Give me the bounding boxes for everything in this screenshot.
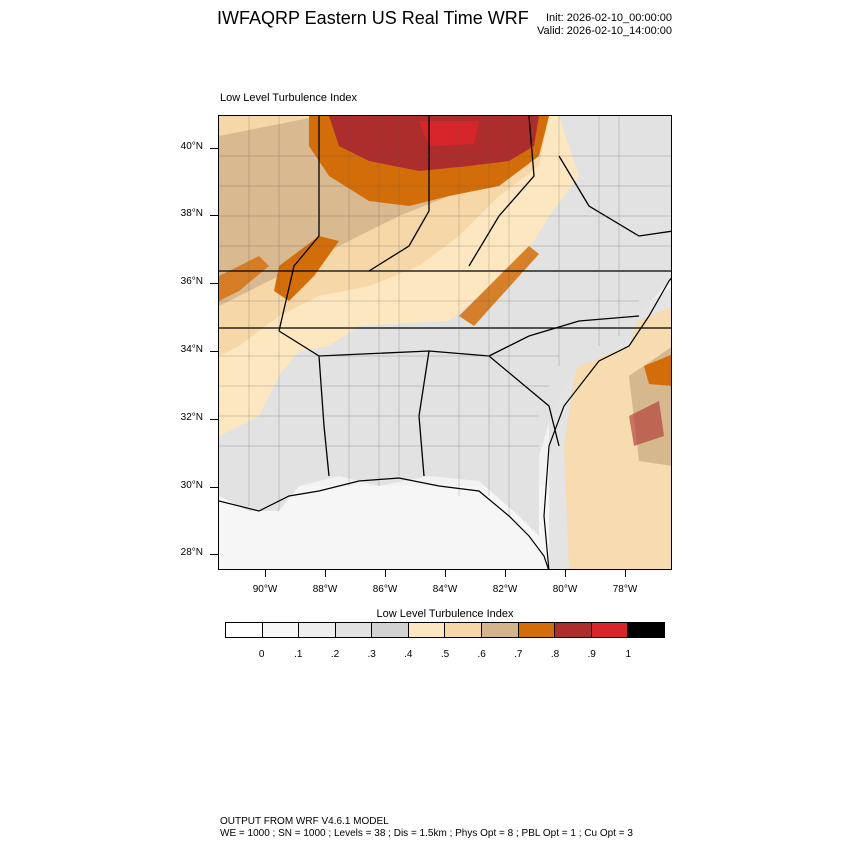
map-title: Low Level Turbulence Index — [220, 92, 357, 104]
lon-tick — [385, 570, 386, 577]
orange-streak-appalachia — [459, 246, 539, 326]
atlantic-red — [629, 401, 664, 446]
colorbar-cell — [628, 623, 664, 637]
colorbar-label: .3 — [367, 649, 376, 660]
lat-tick — [210, 215, 218, 216]
colorbar-label: .6 — [477, 649, 486, 660]
lon-label: 78°W — [612, 584, 638, 595]
model-info-line2: WE = 1000 ; SN = 1000 ; Levels = 38 ; Di… — [220, 828, 633, 839]
lat-tick — [210, 487, 218, 488]
lat-tick — [210, 148, 218, 149]
colorbar-cell — [262, 623, 300, 637]
atlantic-coastline — [543, 277, 671, 569]
colorbar-cell — [518, 623, 556, 637]
lat-tick — [210, 554, 218, 555]
gulf-coastline — [219, 477, 549, 569]
chart-title: IWFAQRP Eastern US Real Time WRF — [217, 8, 529, 28]
colorbar-cell — [591, 623, 629, 637]
lon-label: 86°W — [372, 584, 398, 595]
colorbar-cell — [555, 623, 592, 637]
colorbar-title: Low Level Turbulence Index — [376, 608, 514, 620]
map-canvas — [219, 116, 671, 569]
colorbar-cell — [335, 623, 373, 637]
lat-label: 36°N — [180, 276, 203, 287]
colorbar-label: .9 — [587, 649, 596, 660]
model-info: OUTPUT FROM WRF V4.6.1 MODEL WE = 1000 ;… — [220, 816, 633, 840]
colorbar — [225, 622, 665, 638]
model-info-line1: OUTPUT FROM WRF V4.6.1 MODEL — [220, 816, 389, 827]
colorbar-cell — [482, 623, 519, 637]
lon-label: 90°W — [252, 584, 278, 595]
lon-tick — [265, 570, 266, 577]
lat-label: 28°N — [180, 547, 203, 558]
lon-tick — [505, 570, 506, 577]
lon-tick — [565, 570, 566, 577]
orange-streak-far-west — [219, 256, 269, 301]
colorbar-cell — [372, 623, 409, 637]
lat-label: 32°N — [180, 412, 203, 423]
colorbar-cell — [226, 623, 263, 637]
lat-tick — [210, 283, 218, 284]
lon-label: 84°W — [432, 584, 458, 595]
colorbar-cell — [445, 623, 483, 637]
turbulence-map — [218, 115, 672, 570]
county-lines — [219, 116, 671, 516]
lon-label: 82°W — [492, 584, 518, 595]
lat-label: 30°N — [180, 480, 203, 491]
lon-tick — [445, 570, 446, 577]
colorbar-label: .4 — [404, 649, 413, 660]
lat-label: 38°N — [180, 208, 203, 219]
lat-tick — [210, 419, 218, 420]
colorbar-label: .7 — [514, 649, 523, 660]
lon-tick — [325, 570, 326, 577]
lon-tick — [625, 570, 626, 577]
colorbar-label: 1 — [625, 649, 632, 660]
red-bright — [419, 121, 479, 146]
colorbar-cell — [408, 623, 446, 637]
lat-label: 40°N — [180, 141, 203, 152]
colorbar-label: .2 — [330, 649, 340, 660]
init-time: Init: 2026-02-10_00:00:00 — [546, 12, 672, 24]
lat-label: 34°N — [180, 344, 203, 355]
colorbar-label: .5 — [440, 649, 450, 660]
colorbar-label: 0 — [258, 649, 265, 660]
colorbar-label: .8 — [550, 649, 560, 660]
lat-tick — [210, 351, 218, 352]
valid-time: Valid: 2026-02-10_14:00:00 — [537, 25, 672, 37]
colorbar-cell — [299, 623, 336, 637]
atlantic-orange — [644, 354, 671, 386]
colorbar-label: .1 — [294, 649, 303, 660]
lon-label: 88°W — [312, 584, 338, 595]
lon-label: 80°W — [552, 584, 578, 595]
